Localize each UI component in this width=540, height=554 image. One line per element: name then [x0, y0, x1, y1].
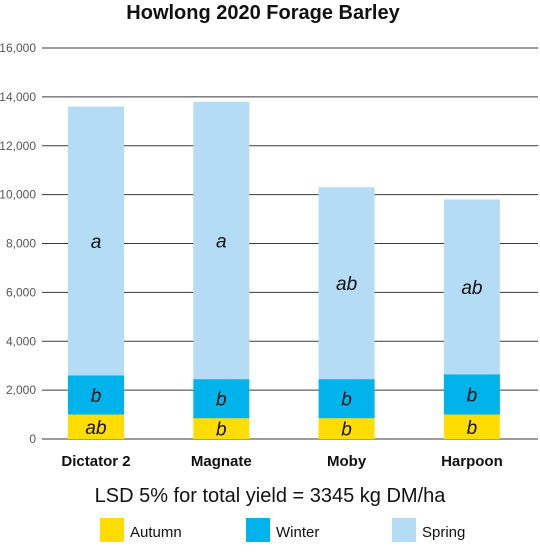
bar-segment-autumn: [68, 414, 124, 439]
legend-swatch-spring: [392, 518, 416, 542]
legend-label: Autumn: [130, 524, 182, 541]
legend-swatch-winter: [246, 518, 270, 542]
significance-label: b: [341, 420, 352, 441]
legend-label: Winter: [276, 524, 319, 541]
significance-label: b: [216, 420, 227, 441]
y-tick-label: 10,000: [0, 188, 36, 202]
y-tick-label: 8,000: [6, 237, 36, 251]
significance-label: ab: [336, 274, 357, 295]
legend-label: Spring: [422, 524, 465, 541]
x-tick-label: Moby: [327, 453, 367, 470]
significance-label: b: [216, 390, 227, 411]
significance-label: b: [467, 418, 478, 439]
significance-label: a: [91, 232, 102, 253]
significance-label: b: [341, 390, 352, 411]
bar-segment-spring: [318, 187, 375, 380]
bar-segment-spring: [193, 101, 250, 380]
y-axis-ticks: 0 2,000 4,000 6,000 8,000 10,000 12,000 14,000 1…: [0, 41, 36, 446]
bar-segment-winter: [68, 375, 124, 415]
y-tick-label: 12,000: [0, 139, 36, 153]
x-tick-label: Magnate: [191, 453, 252, 470]
x-axis-ticks: Dictator 2 Magnate Moby Harpoon: [61, 453, 502, 470]
gridlines: [42, 47, 538, 440]
y-tick-label: 0: [29, 432, 36, 446]
significance-label: b: [467, 385, 478, 406]
significance-label: ab: [85, 418, 106, 439]
x-tick-label: Dictator 2: [61, 453, 130, 470]
bar-segment-winter: [193, 379, 250, 419]
bar-segment-winter: [443, 374, 500, 415]
chart-title: Howlong 2020 Forage Barley: [126, 2, 400, 24]
bar-segment-autumn: [443, 414, 500, 439]
legend: Autumn Winter Spring: [100, 518, 465, 542]
y-tick-label: 4,000: [6, 334, 36, 348]
significance-label: ab: [461, 278, 482, 299]
legend-swatch-autumn: [100, 518, 124, 542]
bar-segment-autumn: [193, 418, 250, 439]
y-tick-label: 16,000: [0, 41, 36, 55]
y-tick-label: 2,000: [6, 383, 36, 397]
bar-segment-autumn: [318, 418, 375, 439]
bar-segment-spring: [443, 199, 500, 375]
y-tick-label: 14,000: [0, 90, 36, 104]
significance-label: a: [216, 231, 227, 252]
lsd-annotation: LSD 5% for total yield = 3345 kg DM/ha: [95, 485, 447, 507]
bar-segment-spring: [68, 106, 124, 376]
significance-label: b: [91, 386, 102, 407]
x-tick-label: Harpoon: [441, 453, 503, 470]
bar-segment-winter: [318, 379, 375, 419]
y-tick-label: 6,000: [6, 285, 36, 299]
